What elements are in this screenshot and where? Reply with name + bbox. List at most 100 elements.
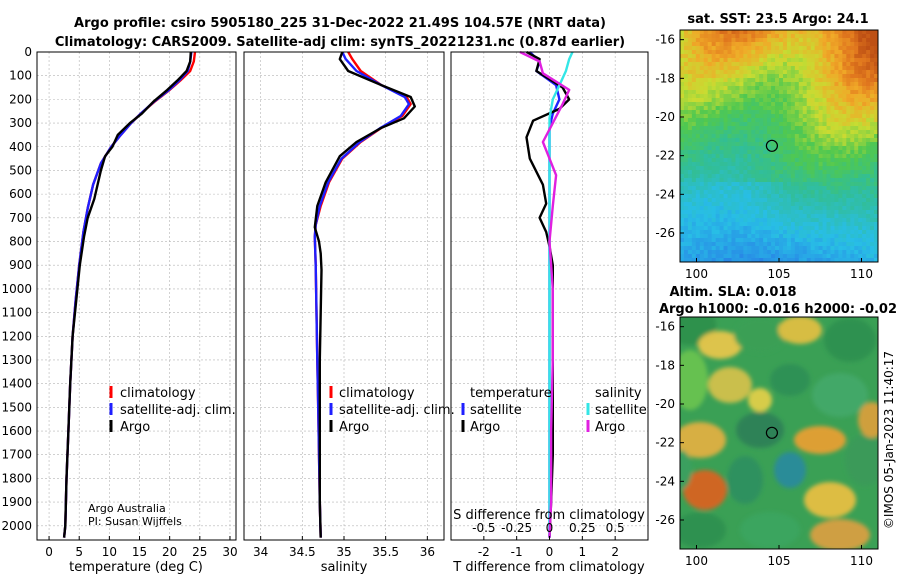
figure-title-line2: Climatology: CARS2009. Satellite-adj cli… bbox=[55, 35, 625, 50]
sst-cell bbox=[735, 206, 740, 211]
sst-cell bbox=[806, 238, 812, 243]
sst-cell bbox=[810, 230, 816, 235]
sst-cell bbox=[691, 198, 697, 203]
sst-cell bbox=[842, 210, 847, 215]
sst-cell bbox=[870, 86, 875, 91]
sst-cell bbox=[731, 30, 736, 35]
sst-cell bbox=[731, 182, 736, 187]
sst-cell bbox=[782, 66, 788, 71]
sst-cell bbox=[779, 58, 784, 63]
sst-cell bbox=[802, 226, 808, 231]
sst-cell bbox=[826, 66, 831, 71]
sst-cell bbox=[830, 78, 835, 83]
sst-cell bbox=[739, 166, 744, 171]
sst-cell bbox=[739, 146, 744, 151]
sst-cell bbox=[707, 82, 713, 87]
sst-cell bbox=[739, 226, 744, 231]
sst-cell bbox=[699, 98, 705, 103]
sst-cell bbox=[818, 226, 823, 231]
x-tick-label: 34.5 bbox=[289, 545, 316, 559]
sst-cell bbox=[703, 194, 709, 199]
sst-cell bbox=[798, 62, 804, 67]
sst-cell bbox=[830, 126, 835, 131]
sst-cell bbox=[699, 258, 705, 262]
sst-cell bbox=[846, 30, 851, 35]
sst-cell bbox=[735, 146, 740, 151]
sst-cell bbox=[755, 210, 760, 215]
sst-cell bbox=[755, 174, 760, 179]
sst-cell bbox=[739, 154, 744, 159]
sst-cell bbox=[818, 70, 823, 75]
sst-cell bbox=[703, 82, 709, 87]
sst-cell bbox=[834, 186, 839, 191]
sst-cell bbox=[830, 66, 835, 71]
sst-cell bbox=[779, 162, 784, 167]
sst-cell bbox=[846, 154, 851, 159]
sst-cell bbox=[731, 142, 736, 147]
sst-cell bbox=[775, 134, 780, 139]
sst-cell bbox=[846, 50, 851, 55]
sst-cell bbox=[739, 214, 744, 219]
sst-cell bbox=[834, 110, 839, 115]
sst-cell bbox=[695, 226, 701, 231]
sst-cell bbox=[870, 146, 875, 151]
sst-cell bbox=[743, 118, 748, 123]
sst-cell bbox=[850, 182, 855, 187]
sst-cell bbox=[711, 74, 717, 79]
sst-cell bbox=[782, 86, 788, 91]
sst-cell bbox=[735, 210, 740, 215]
x-tick-label: 0 bbox=[546, 545, 554, 559]
sst-cell bbox=[735, 34, 740, 39]
sst-cell bbox=[782, 242, 788, 247]
sst-cell bbox=[727, 90, 732, 95]
sst-cell bbox=[687, 218, 693, 223]
sst-cell bbox=[751, 226, 756, 231]
sst-cell bbox=[798, 258, 804, 262]
sst-cell bbox=[850, 78, 855, 83]
sst-cell bbox=[699, 238, 705, 243]
sst-cell bbox=[850, 30, 855, 35]
sst-cell bbox=[723, 126, 728, 131]
sst-cell bbox=[759, 102, 764, 107]
sst-cell bbox=[699, 234, 705, 239]
sst-cell bbox=[723, 90, 728, 95]
sst-cell bbox=[731, 150, 736, 155]
difference-series bbox=[519, 50, 574, 538]
sst-cell bbox=[870, 78, 875, 83]
sst-cell bbox=[854, 178, 859, 183]
sst-cell bbox=[747, 126, 752, 131]
sst-cell bbox=[806, 106, 812, 111]
sst-cell bbox=[858, 258, 863, 262]
sst-cell bbox=[771, 82, 776, 87]
sst-cell bbox=[806, 90, 812, 95]
sst-cell bbox=[771, 134, 776, 139]
sst-cell bbox=[759, 98, 764, 103]
sst-cell bbox=[735, 118, 740, 123]
sst-cell bbox=[751, 134, 756, 139]
sst-cell bbox=[731, 86, 736, 91]
sst-cell bbox=[763, 34, 768, 39]
sst-cell bbox=[866, 166, 871, 171]
sst-cell bbox=[858, 46, 863, 51]
sst-cell bbox=[806, 110, 812, 115]
sst-cell bbox=[830, 102, 835, 107]
sst-cell bbox=[826, 106, 831, 111]
sst-cell bbox=[794, 158, 800, 163]
sst-cell bbox=[862, 146, 867, 151]
sst-cell bbox=[838, 182, 843, 187]
sst-cell bbox=[802, 70, 808, 75]
sla-blob bbox=[812, 373, 868, 417]
sst-cell bbox=[846, 158, 851, 163]
sst-cell bbox=[866, 82, 871, 87]
sst-cell bbox=[830, 174, 835, 179]
sst-cell bbox=[854, 58, 859, 63]
sst-cell bbox=[699, 202, 705, 207]
sst-cell bbox=[810, 118, 816, 123]
sst-cell bbox=[715, 194, 720, 199]
series-line-temperature-satellite bbox=[528, 51, 561, 538]
sst-cell bbox=[786, 166, 792, 171]
sst-cell bbox=[830, 122, 835, 127]
sla-map-float-marker bbox=[765, 426, 779, 439]
sst-cell bbox=[731, 250, 736, 255]
sst-cell bbox=[838, 46, 843, 51]
